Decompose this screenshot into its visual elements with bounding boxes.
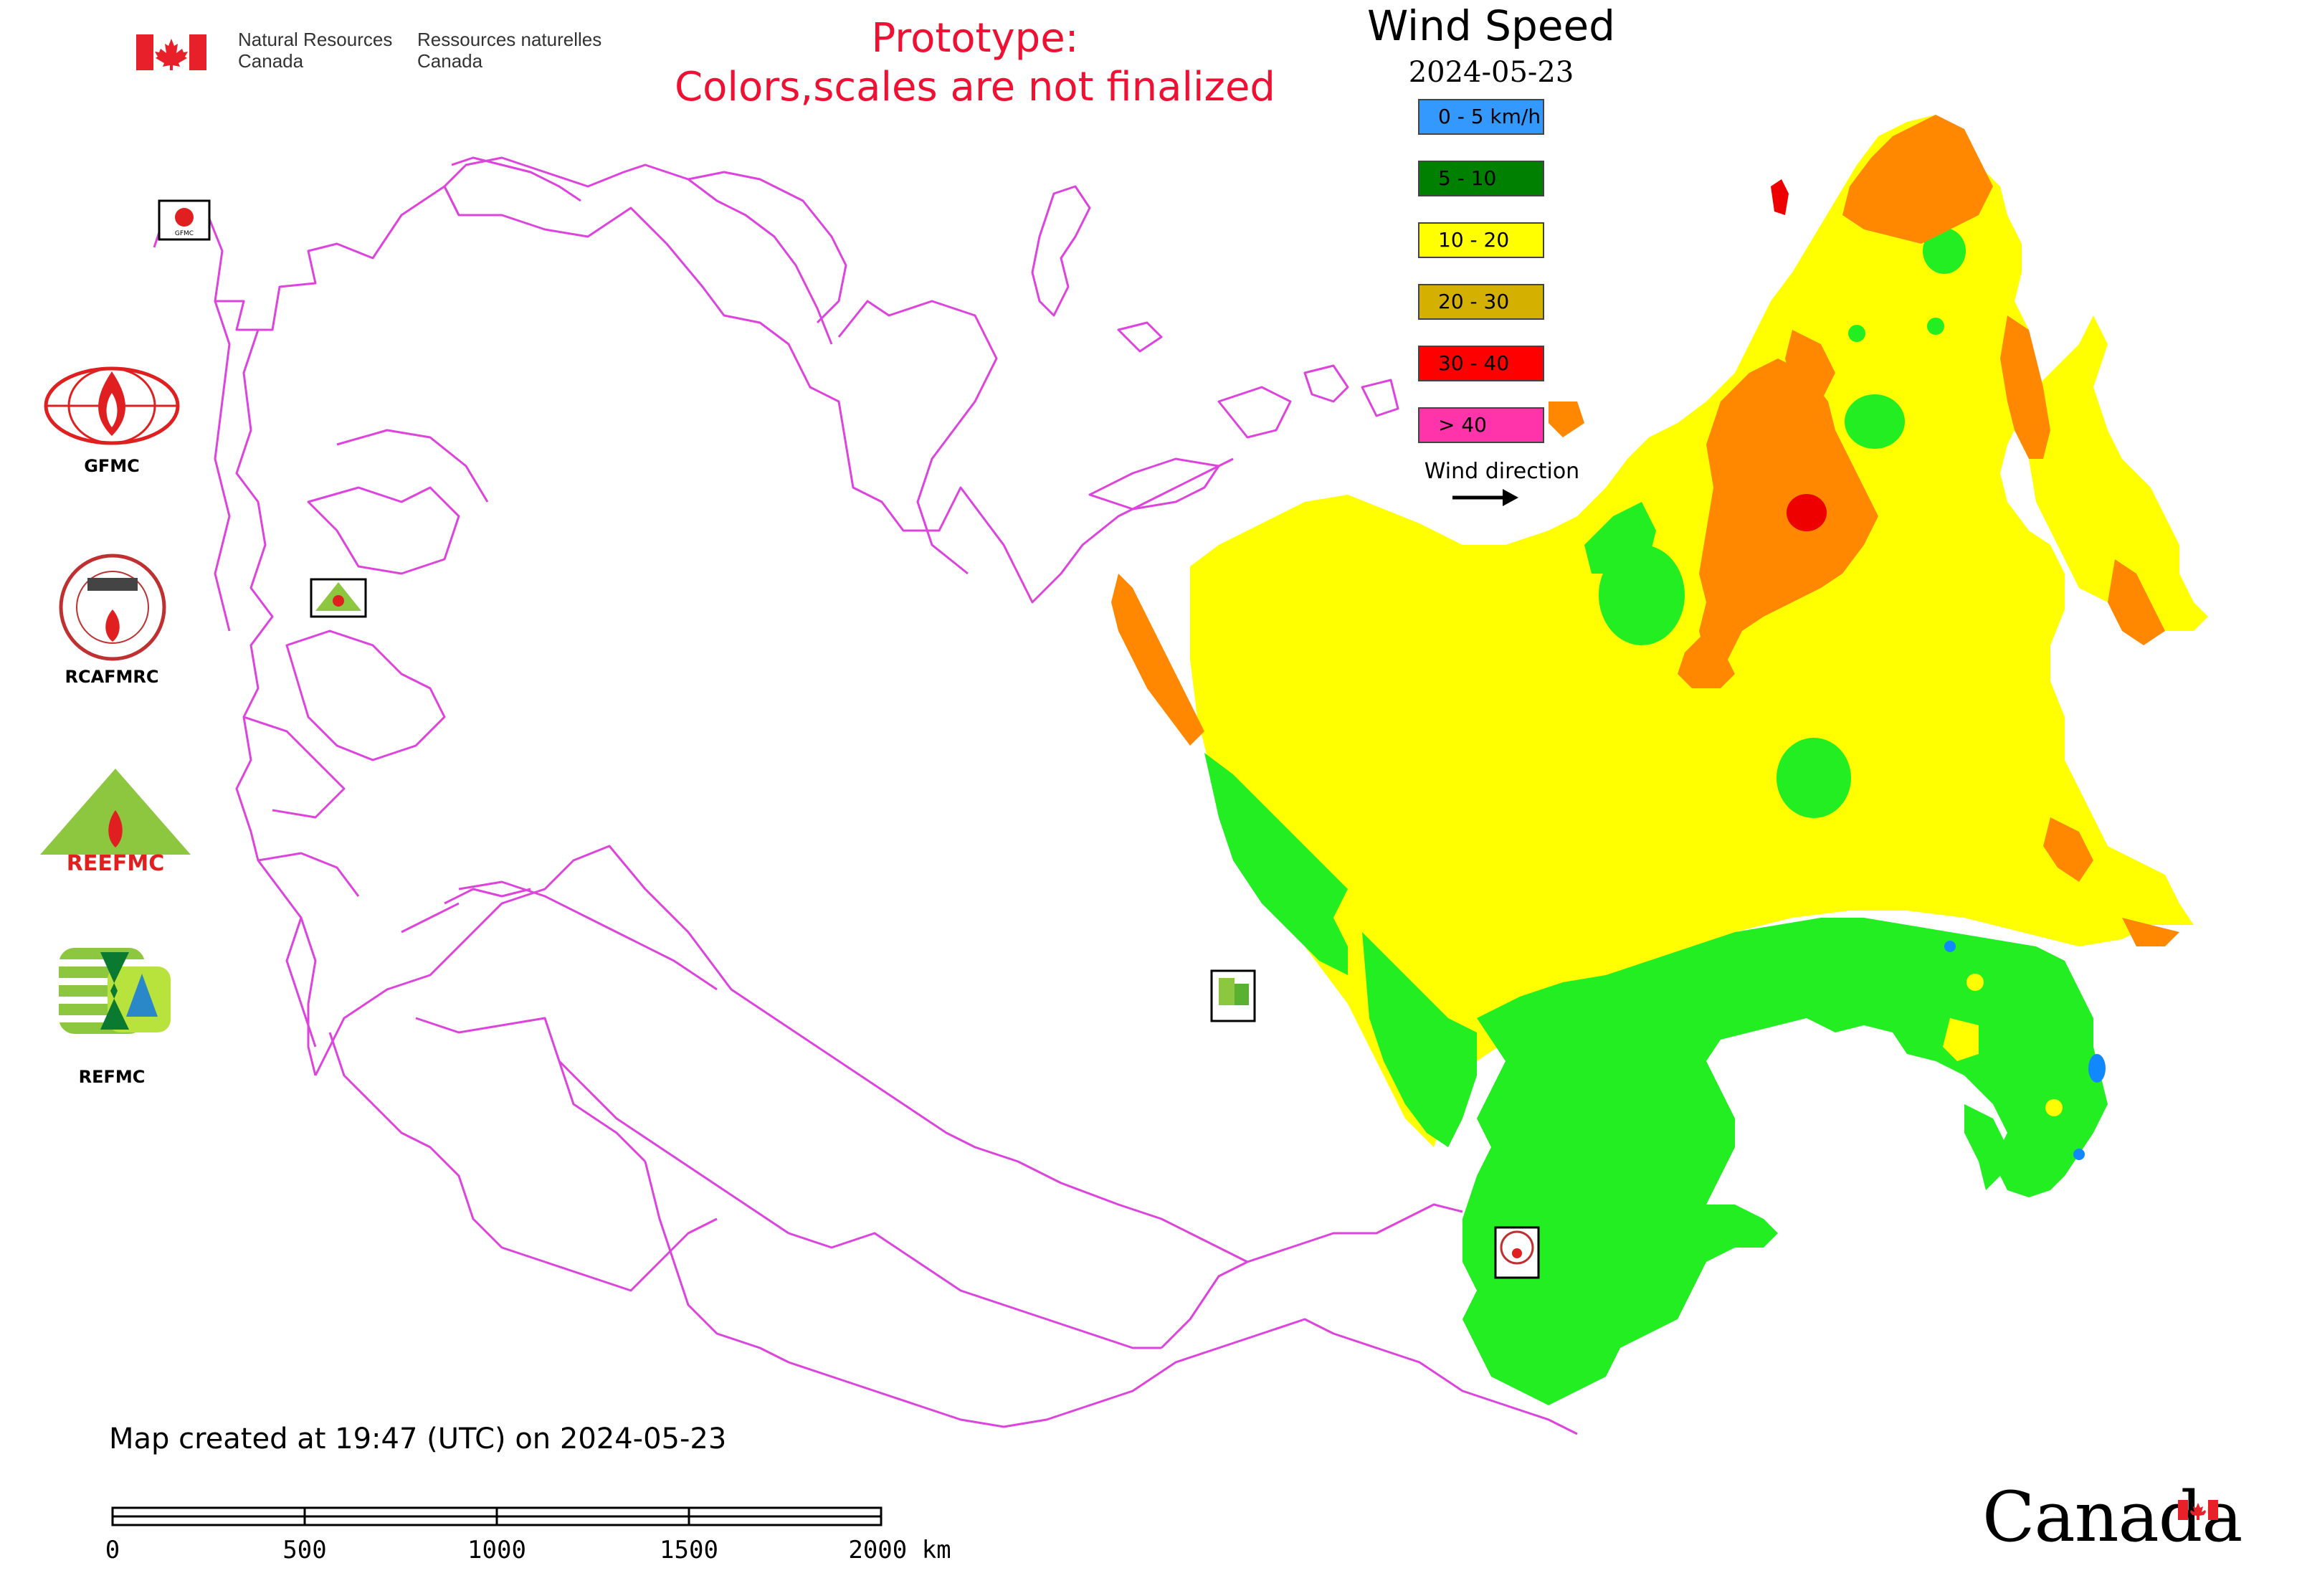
nrcan-fr-line2: Canada xyxy=(417,50,483,72)
prototype-line1: Prototype: xyxy=(871,15,1079,62)
svg-text:REEFMC: REEFMC xyxy=(67,851,164,873)
legend-item-5-10: 5 - 10 xyxy=(1418,161,1544,196)
rcafmrc-seal-icon xyxy=(59,554,166,661)
zone-30-40 xyxy=(1787,494,1827,531)
legend-date: 2024-05-23 xyxy=(1408,56,1574,89)
country-borders xyxy=(153,156,1578,1435)
nrcan-en-line1: Natural Resources xyxy=(238,29,393,50)
prototype-line2: Colors,scales are not finalized xyxy=(675,64,1275,110)
wind-zones xyxy=(1111,115,2208,1405)
legend-item-10-20: 10 - 20 xyxy=(1418,222,1544,258)
gfmc-map-marker: GFMC xyxy=(158,199,211,241)
refmc-map-marker xyxy=(1210,969,1256,1022)
legend-item-0-5: 0 - 5 km/h xyxy=(1418,99,1544,135)
wind-direction-label: Wind direction xyxy=(1424,459,1580,484)
gfmc-label: GFMC xyxy=(84,456,140,476)
zone-0-5 xyxy=(2088,1054,2106,1083)
rcafmrc-label: RCAFMRC xyxy=(65,667,159,687)
legend-item-20-30: 20 - 30 xyxy=(1418,284,1544,320)
scale-tick-1500: 1500 xyxy=(660,1536,718,1564)
gfmc-logo xyxy=(40,364,184,457)
gfmc-globe-icon xyxy=(44,366,180,445)
reefmc-triangle-icon: REEFMC xyxy=(40,769,191,876)
canada-flag-icon xyxy=(136,34,206,70)
zone-5-10 xyxy=(1462,918,2108,1405)
legend-title: Wind Speed xyxy=(1366,1,1616,50)
map-created-timestamp: Map created at 19:47 (UTC) on 2024-05-23 xyxy=(109,1422,727,1455)
rcafmrc-map-marker xyxy=(1494,1226,1540,1279)
refmc-logo xyxy=(57,945,172,1038)
zone-10-20 xyxy=(1190,115,2194,1147)
reefmc-logo: REEFMC xyxy=(39,767,192,876)
canada-wordmark-flag-icon xyxy=(2178,1500,2218,1520)
nrcan-signature: Natural Resources Canada Ressources natu… xyxy=(136,29,609,79)
nrcan-en: Natural Resources Canada xyxy=(238,29,392,72)
zone-20-30 xyxy=(1699,358,1878,688)
nrcan-fr-line1: Ressources naturelles xyxy=(417,29,602,50)
nrcan-fr: Ressources naturelles Canada xyxy=(417,29,601,72)
rcafmrc-logo xyxy=(57,552,168,662)
legend-item-30-40: 30 - 40 xyxy=(1418,346,1544,381)
legend-item-over-40: > 40 xyxy=(1418,407,1544,443)
scale-bar xyxy=(111,1506,883,1526)
scale-tick-500: 500 xyxy=(282,1536,327,1564)
reefmc-map-marker xyxy=(310,578,367,618)
wind-direction-arrow xyxy=(1452,489,1518,506)
refmc-sigma-icon xyxy=(59,948,171,1034)
svg-text:GFMC: GFMC xyxy=(175,230,194,237)
scale-tick-0: 0 xyxy=(105,1536,120,1564)
scale-tick-1000: 1000 xyxy=(467,1536,526,1564)
prototype-notice: Prototype: Colors,scales are not finaliz… xyxy=(617,14,1333,112)
nrcan-en-line2: Canada xyxy=(238,50,304,72)
refmc-label: REFMC xyxy=(78,1067,146,1087)
scale-tick-2000: 2000 km xyxy=(848,1536,951,1564)
